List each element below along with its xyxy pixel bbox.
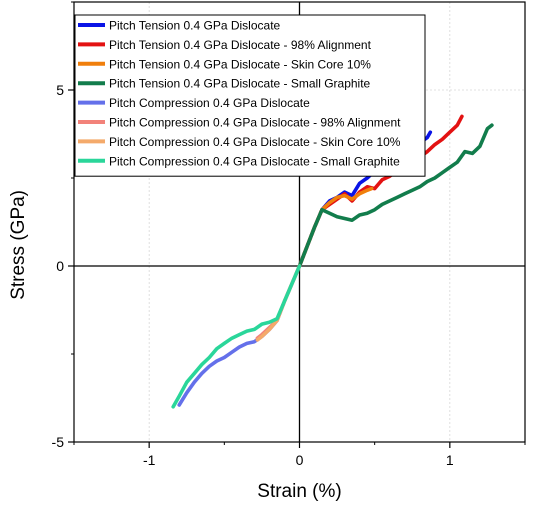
legend-entry: Pitch Tension 0.4 GPa Dislocate - 98% Al…: [109, 38, 372, 52]
series-line-3: [297, 186, 374, 268]
y-tick-label: 5: [56, 82, 64, 98]
legend-entry: Pitch Tension 0.4 GPa Dislocate: [109, 19, 281, 33]
y-tick-label: -5: [52, 434, 65, 450]
y-axis-label: Stress (GPa): [8, 190, 29, 300]
legend: Pitch Tension 0.4 GPa Dislocate Pitch Ten…: [74, 14, 426, 177]
legend-entry: Pitch Compression 0.4 GPa Dislocate - Sk…: [109, 135, 401, 149]
series-line-8: [171, 264, 302, 409]
legend-entry: Pitch Tension 0.4 GPa Dislocate - Skin C…: [109, 57, 371, 71]
legend-entry: Pitch Compression 0.4 GPa Dislocate: [109, 96, 310, 110]
legend-entry: Pitch Tension 0.4 GPa Dislocate - Small …: [109, 77, 371, 91]
x-tick-label: 0: [296, 452, 304, 468]
x-tick-label: 1: [446, 452, 454, 468]
series-lines: [171, 114, 494, 409]
series-line-4: [297, 123, 494, 268]
y-tick-label: 0: [56, 258, 64, 274]
x-axis-label: Strain (%): [257, 481, 341, 502]
legend-entry: Pitch Compression 0.4 GPa Dislocate - 98…: [109, 116, 401, 130]
x-tick-label: -1: [143, 452, 156, 468]
axis-ticks: -1 0 1 -5 0 5: [52, 1, 526, 468]
legend-box: [74, 14, 426, 177]
legend-entry: Pitch Compression 0.4 GPa Dislocate - Sm…: [109, 154, 400, 168]
